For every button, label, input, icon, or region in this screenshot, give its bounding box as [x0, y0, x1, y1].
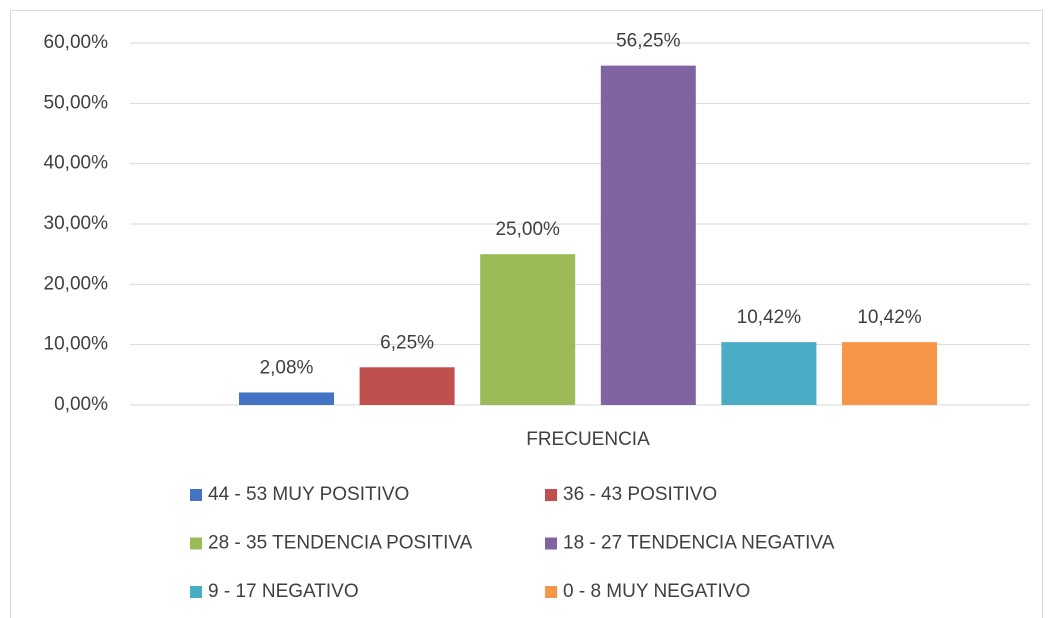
bar: [239, 392, 334, 405]
data-label: 6,25%: [380, 332, 434, 353]
bar: [721, 342, 817, 405]
legend-label: 18 - 27 TENDENCIA NEGATIVA: [563, 533, 835, 554]
chart-frame: [10, 10, 1043, 618]
data-label: 56,25%: [616, 31, 681, 52]
data-label: 25,00%: [495, 219, 560, 240]
y-tick-label: 0,00%: [54, 394, 108, 415]
y-tick-label: 40,00%: [44, 153, 109, 174]
y-tick-label: 20,00%: [44, 273, 109, 294]
legend-label: 0 - 8 MUY NEGATIVO: [563, 581, 750, 602]
legend-swatch: [545, 537, 557, 550]
legend-swatch: [190, 537, 202, 550]
legend-label: 44 - 53 MUY POSITIVO: [208, 484, 409, 505]
y-tick-label: 50,00%: [44, 92, 109, 113]
data-label: 2,08%: [260, 357, 314, 378]
y-tick-label: 60,00%: [44, 32, 109, 53]
legend-swatch: [190, 489, 202, 501]
data-label: 10,42%: [737, 307, 802, 328]
legend-swatch: [190, 586, 202, 598]
bar: [842, 342, 937, 405]
bar: [480, 254, 576, 405]
bar: [359, 367, 455, 405]
y-tick-label: 10,00%: [44, 334, 109, 355]
legend-swatch: [545, 489, 557, 501]
legend-label: 36 - 43 POSITIVO: [563, 484, 717, 505]
x-tick-label: FRECUENCIA: [526, 429, 650, 450]
bar: [600, 65, 696, 405]
legend-swatch: [545, 586, 557, 598]
data-label: 10,42%: [857, 307, 922, 328]
legend-label: 9 - 17 NEGATIVO: [208, 581, 359, 602]
legend-label: 28 - 35 TENDENCIA POSITIVA: [208, 533, 473, 554]
y-tick-label: 30,00%: [44, 213, 109, 234]
